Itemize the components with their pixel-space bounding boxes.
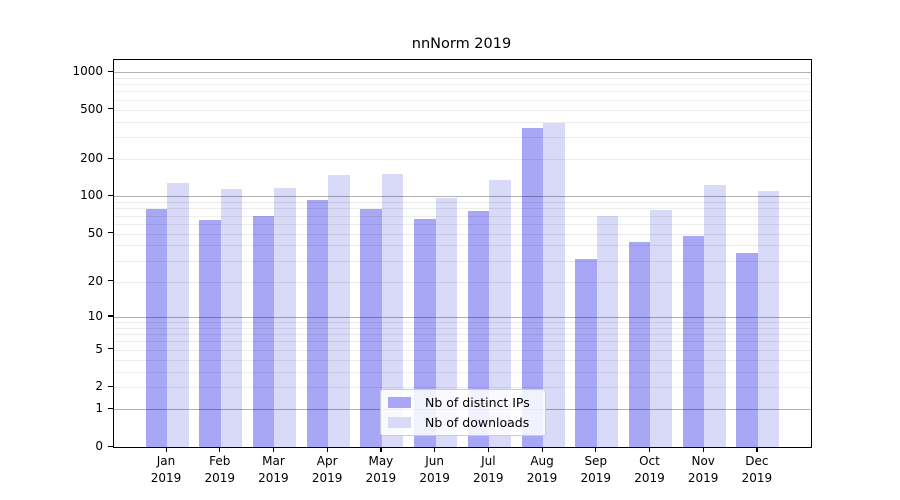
legend-swatch-distinct-ips-icon bbox=[388, 396, 411, 408]
y-tick-label: 200 bbox=[80, 151, 103, 166]
bar-downloads bbox=[274, 188, 296, 447]
legend-row-distinct-ips: Nb of distinct IPs bbox=[387, 394, 539, 411]
legend: Nb of distinct IPs Nb of downloads bbox=[380, 389, 546, 436]
gridline-minor bbox=[114, 77, 811, 79]
bar-distinct-ips bbox=[575, 258, 597, 447]
y-tick-mark bbox=[108, 280, 113, 282]
x-tick-mark bbox=[434, 447, 436, 452]
x-tick-label: Jun 2019 bbox=[419, 454, 450, 485]
x-tick-mark bbox=[219, 447, 221, 452]
bar-downloads bbox=[650, 209, 672, 447]
y-tick-mark bbox=[108, 70, 113, 72]
x-tick-mark bbox=[541, 447, 543, 452]
x-tick-mark bbox=[756, 447, 758, 452]
bar-downloads bbox=[704, 184, 726, 447]
bar-distinct-ips bbox=[736, 252, 758, 447]
bar-downloads bbox=[596, 216, 619, 447]
x-tick-mark bbox=[326, 447, 328, 452]
bar-downloads bbox=[489, 180, 511, 447]
y-tick-label: 1000 bbox=[72, 64, 103, 78]
gridline-minor bbox=[114, 84, 811, 86]
y-tick-mark bbox=[108, 407, 113, 410]
bar-downloads bbox=[220, 189, 243, 447]
y-tick-label: 2 bbox=[95, 379, 103, 394]
gridline-major bbox=[114, 72, 811, 73]
gridline-minor bbox=[114, 137, 811, 139]
bar-downloads bbox=[167, 182, 189, 447]
x-tick-label: Jan 2019 bbox=[150, 454, 182, 485]
x-tick-label: Aug 2019 bbox=[526, 454, 558, 485]
y-tick-label: 0 bbox=[95, 439, 103, 453]
x-tick-label: Oct 2019 bbox=[634, 454, 665, 485]
gridline-minor bbox=[114, 121, 811, 123]
bar-distinct-ips bbox=[628, 241, 651, 447]
bar-distinct-ips bbox=[467, 210, 490, 447]
y-tick-label: 1 bbox=[95, 401, 103, 416]
y-tick-mark bbox=[108, 315, 113, 317]
y-tick-label: 50 bbox=[87, 225, 103, 240]
y-tick-mark bbox=[108, 232, 113, 234]
x-tick-mark bbox=[165, 447, 167, 452]
y-tick-label: 10 bbox=[87, 308, 103, 323]
y-tick-mark bbox=[108, 108, 113, 110]
gridline-minor bbox=[114, 109, 811, 111]
x-tick-label: Nov 2019 bbox=[687, 454, 719, 485]
x-tick-mark bbox=[702, 447, 704, 452]
bar-downloads bbox=[543, 122, 565, 447]
bar-downloads bbox=[757, 191, 780, 447]
x-tick-mark bbox=[272, 447, 275, 452]
y-tick-label: 5 bbox=[95, 341, 103, 356]
x-tick-label: Mar 2019 bbox=[258, 454, 289, 485]
legend-swatch-downloads-icon bbox=[388, 417, 411, 429]
plot-area: Nb of distinct IPs Nb of downloads bbox=[113, 59, 812, 448]
bar-distinct-ips bbox=[682, 235, 705, 447]
bar-downloads bbox=[435, 197, 458, 447]
bar-distinct-ips bbox=[199, 219, 221, 447]
x-tick-mark bbox=[648, 447, 651, 452]
bar-distinct-ips bbox=[145, 209, 167, 447]
y-tick-label: 20 bbox=[87, 273, 103, 288]
bar-distinct-ips bbox=[252, 215, 275, 447]
bar-distinct-ips bbox=[521, 127, 544, 447]
y-tick-label: 100 bbox=[80, 188, 103, 203]
x-tick-label: Sep 2019 bbox=[580, 454, 612, 485]
gridline-minor bbox=[114, 99, 811, 101]
x-tick-mark bbox=[595, 447, 597, 452]
x-tick-label: Feb 2019 bbox=[204, 454, 235, 485]
bar-distinct-ips bbox=[360, 209, 382, 447]
x-tick-label: May 2019 bbox=[365, 454, 397, 485]
bar-distinct-ips bbox=[306, 200, 329, 447]
x-tick-label: Jul 2019 bbox=[473, 454, 504, 485]
y-tick-mark bbox=[108, 157, 113, 159]
x-tick-mark bbox=[487, 447, 489, 452]
y-tick-mark bbox=[108, 445, 113, 447]
legend-row-downloads: Nb of downloads bbox=[387, 415, 539, 432]
bar-downloads bbox=[381, 174, 404, 447]
chart-title: nnNorm 2019 bbox=[411, 36, 512, 52]
x-tick-label: Apr 2019 bbox=[311, 454, 343, 485]
y-tick-label: 500 bbox=[80, 101, 103, 116]
y-tick-mark bbox=[108, 385, 113, 388]
legend-label-distinct-ips: Nb of distinct IPs bbox=[425, 394, 530, 410]
y-tick-mark bbox=[108, 194, 113, 197]
legend-label-downloads: Nb of downloads bbox=[425, 415, 530, 431]
y-tick-mark bbox=[108, 348, 113, 350]
gridline-minor bbox=[114, 91, 811, 93]
gridline-minor bbox=[114, 159, 811, 161]
x-tick-mark bbox=[380, 447, 382, 452]
x-tick-label: Dec 2019 bbox=[741, 454, 773, 485]
bar-downloads bbox=[328, 175, 350, 447]
